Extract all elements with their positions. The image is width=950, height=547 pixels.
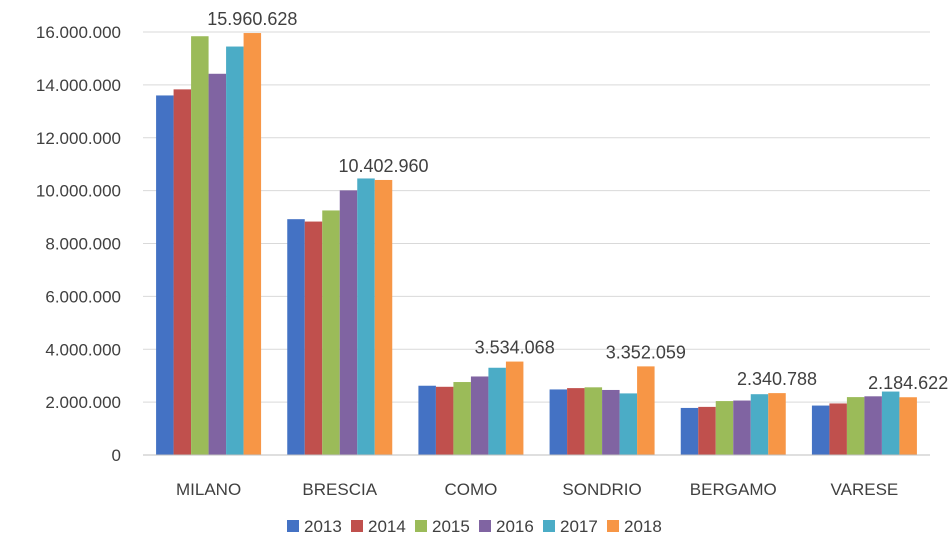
bar-como-2015 <box>453 382 471 455</box>
bar-varese-2014 <box>829 403 847 455</box>
y-tick-label: 2.000.000 <box>45 393 121 412</box>
legend-label-2014: 2014 <box>368 517 406 536</box>
bar-varese-2013 <box>811 405 830 455</box>
bar-milano-2018 <box>243 33 262 456</box>
bar-como-2016 <box>470 376 489 455</box>
bar-milano-2015 <box>191 36 209 455</box>
bar-varese-2015 <box>846 397 865 455</box>
y-tick-label: 10.000.000 <box>36 182 121 201</box>
bar-milano-2013 <box>156 95 174 455</box>
y-tick-label: 16.000.000 <box>36 23 121 42</box>
y-tick-label: 6.000.000 <box>45 287 121 306</box>
bar-sondrio-2016 <box>602 389 620 455</box>
y-tick-label: 12.000.000 <box>36 129 121 148</box>
legend-label-2015: 2015 <box>432 517 470 536</box>
bar-varese-2016 <box>864 396 882 455</box>
bar-bergamo-2016 <box>733 400 751 455</box>
bar-brescia-2018 <box>374 179 393 455</box>
gridlines <box>143 31 930 403</box>
data-label: 3.352.059 <box>606 342 686 362</box>
bar-brescia-2016 <box>339 190 358 455</box>
legend: 2013 2014 2015 2016 2017 2018 <box>287 517 662 536</box>
category-labels: MILANO BRESCIA COMO SONDRIO BERGAMO VARESE <box>176 480 898 499</box>
legend-swatch-2017 <box>543 520 555 532</box>
bar-varese-2017 <box>881 391 900 455</box>
bar-como-2017 <box>488 367 506 455</box>
bar-como-2014 <box>435 386 454 455</box>
bar-bergamo-2017 <box>750 394 769 455</box>
bar-milano-2014 <box>173 89 192 455</box>
legend-label-2016: 2016 <box>496 517 534 536</box>
legend-swatch-2016 <box>479 520 491 532</box>
y-tick-label: 14.000.000 <box>36 76 121 95</box>
bar-como-2018 <box>505 361 524 455</box>
bar-milano-2016 <box>208 73 227 456</box>
bar-brescia-2015 <box>322 210 340 455</box>
legend-label-2018: 2018 <box>624 517 662 536</box>
legend-label-2017: 2017 <box>560 517 598 536</box>
data-label: 10.402.960 <box>338 156 428 176</box>
bar-como-2013 <box>418 385 436 455</box>
bar-bergamo-2015 <box>715 401 734 455</box>
y-tick-label: 4.000.000 <box>45 340 121 359</box>
category-label: MILANO <box>176 480 241 499</box>
bar-brescia-2017 <box>357 178 375 455</box>
legend-swatch-2014 <box>351 520 363 532</box>
legend-swatch-2013 <box>287 520 299 532</box>
data-label: 2.184.622 <box>868 373 948 393</box>
bar-bergamo-2018 <box>768 393 786 455</box>
bar-brescia-2014 <box>304 221 323 455</box>
bar-sondrio-2018 <box>637 366 655 455</box>
y-tick-label: 8.000.000 <box>45 235 121 254</box>
bar-sondrio-2015 <box>584 387 603 455</box>
bar-bergamo-2013 <box>680 407 699 455</box>
category-label: BERGAMO <box>690 480 777 499</box>
bar-sondrio-2017 <box>619 393 638 455</box>
legend-swatch-2015 <box>415 520 427 532</box>
bar-varese-2018 <box>899 397 917 455</box>
bar-sondrio-2013 <box>549 389 568 455</box>
category-label: COMO <box>444 480 497 499</box>
legend-label-2013: 2013 <box>304 517 342 536</box>
bars <box>156 33 917 456</box>
data-label: 3.534.068 <box>475 338 555 358</box>
bar-brescia-2013 <box>287 219 305 455</box>
legend-swatch-2018 <box>607 520 619 532</box>
bar-bergamo-2014 <box>698 406 716 455</box>
category-label: SONDRIO <box>562 480 641 499</box>
y-tick-label: 0 <box>112 446 121 465</box>
data-label: 2.340.788 <box>737 369 817 389</box>
bar-milano-2017 <box>226 46 244 456</box>
data-label: 15.960.628 <box>207 9 297 29</box>
data-labels: 15.960.628 10.402.960 3.534.068 3.352.059 2.… <box>207 9 948 393</box>
y-axis-ticks: 0 2.000.000 4.000.000 6.000.000 8.000.000 10.… <box>36 23 121 465</box>
bar-sondrio-2014 <box>567 388 585 455</box>
category-label: VARESE <box>831 480 899 499</box>
category-label: BRESCIA <box>302 480 377 499</box>
